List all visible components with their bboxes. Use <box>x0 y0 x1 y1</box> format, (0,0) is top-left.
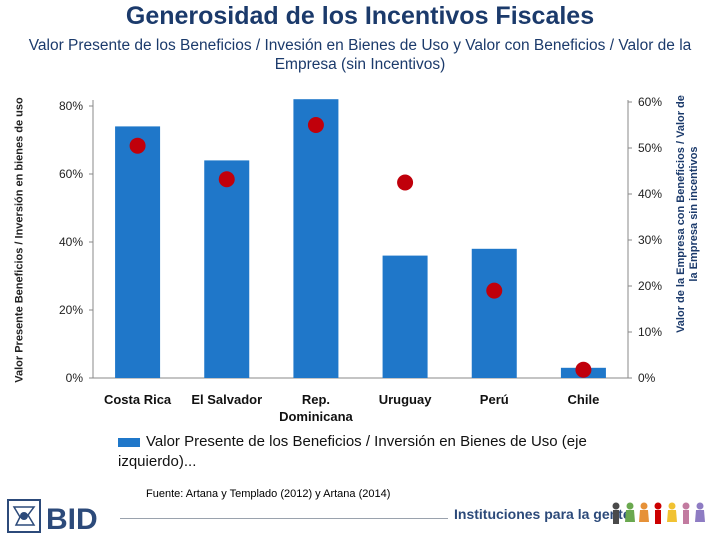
category-label: Uruguay <box>379 392 433 407</box>
marker-point <box>486 282 503 299</box>
right-tick-label: 30% <box>638 233 662 247</box>
person-icon-2 <box>625 502 635 522</box>
category-label: Costa Rica <box>104 392 172 407</box>
footer-rule <box>120 518 448 519</box>
bar <box>204 160 250 378</box>
person-icon-6 <box>682 502 690 524</box>
page-subtitle: Valor Presente de los Beneficios / Inves… <box>28 37 692 73</box>
legend-swatch <box>118 437 140 447</box>
category-label: Rep. Dominicana <box>279 392 353 424</box>
person-icon-4 <box>654 502 662 524</box>
legend-label: Valor Presente de los Beneficios / Inver… <box>118 433 587 470</box>
marker-point <box>575 361 592 378</box>
left-tick-label: 40% <box>59 235 83 249</box>
marker-series <box>129 117 592 378</box>
footer-tagline: Instituciones para la gente <box>454 506 631 522</box>
bar <box>115 126 161 379</box>
chart-legend: Valor Presente de los Beneficios / Inver… <box>118 432 658 472</box>
bid-logo: BID <box>7 499 98 536</box>
left-tick-label: 20% <box>59 303 83 317</box>
category-label: Perú <box>480 392 509 407</box>
person-icon-1 <box>612 502 620 524</box>
person-icon-7 <box>695 502 705 522</box>
right-tick-label: 40% <box>638 187 662 201</box>
person-icon-3 <box>639 502 649 522</box>
right-tick-label: 60% <box>638 95 662 109</box>
marker-point <box>218 171 235 188</box>
marker-point <box>397 174 414 191</box>
people-icons <box>612 502 705 524</box>
category-label: El Salvador <box>191 392 262 407</box>
page-title: Generosidad de los Incentivos Fiscales <box>125 2 595 30</box>
combo-chart: 0% 20% 40% 60% 80% 0% 10% 20% 30% 40% 50% 60% Costa… <box>59 95 662 424</box>
right-tick-label: 20% <box>638 279 662 293</box>
right-tick-label: 50% <box>638 141 662 155</box>
left-tick-label: 80% <box>59 99 83 113</box>
right-tick-label: 10% <box>638 325 662 339</box>
logo-text: BID <box>46 503 98 536</box>
bar <box>471 248 517 378</box>
marker-point <box>129 137 146 154</box>
source-note: Fuente: Artana y Templado (2012) y Artan… <box>146 488 391 500</box>
left-tick-label: 0% <box>66 371 84 385</box>
bar-series <box>115 99 606 379</box>
bar <box>382 255 428 378</box>
category-labels: Costa Rica El Salvador Rep. Dominicana Urugu… <box>104 392 599 424</box>
marker-point <box>307 117 324 133</box>
category-label: Chile <box>568 392 600 407</box>
person-icon-5 <box>667 502 677 522</box>
bar <box>293 99 339 378</box>
left-tick-label: 60% <box>59 167 83 181</box>
chart-axes: 0% 20% 40% 60% 80% 0% 10% 20% 30% 40% 50% 60% <box>59 95 662 385</box>
right-tick-label: 0% <box>638 371 656 385</box>
